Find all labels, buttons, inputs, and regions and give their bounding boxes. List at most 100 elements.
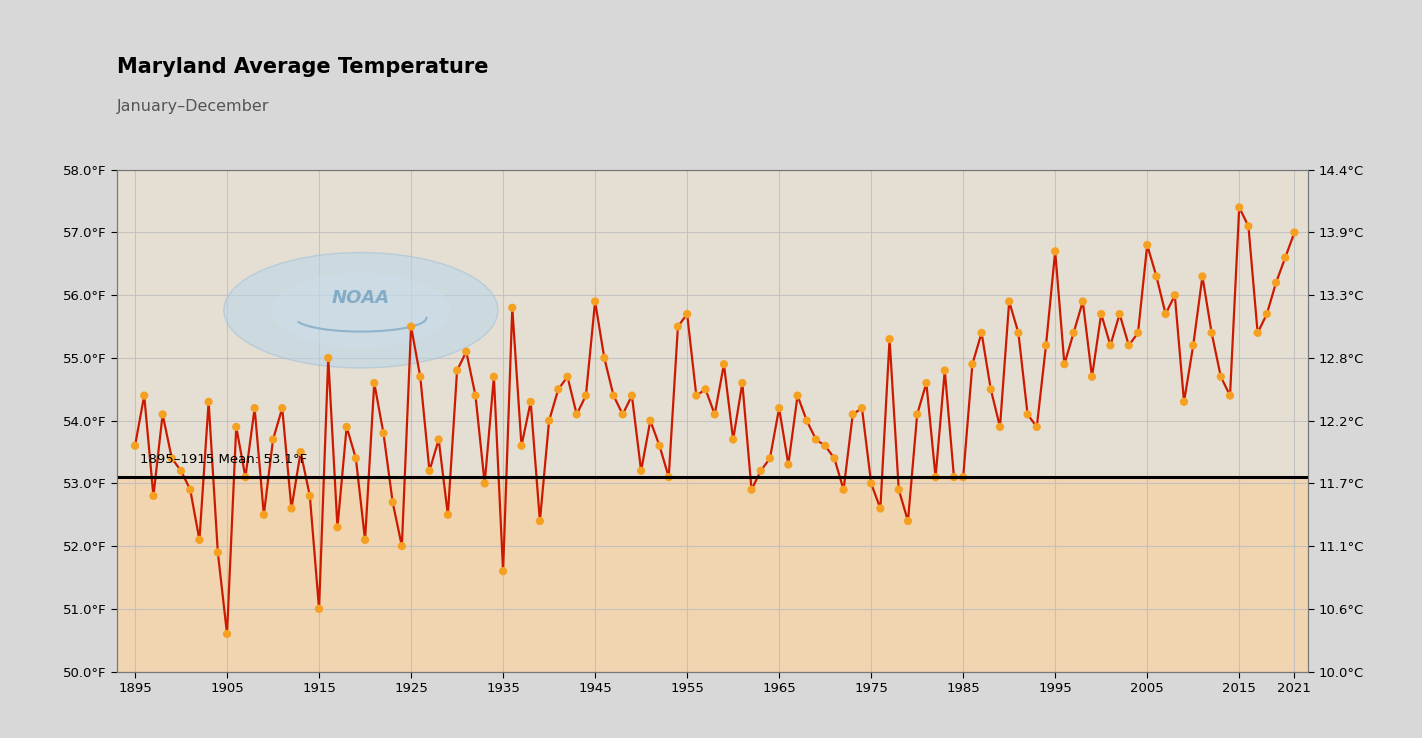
Point xyxy=(418,465,441,477)
Point xyxy=(566,408,589,420)
Point xyxy=(1044,245,1066,257)
Point xyxy=(1219,390,1241,401)
Point xyxy=(1089,308,1112,320)
Point xyxy=(611,408,634,420)
Point xyxy=(574,390,597,401)
Point xyxy=(657,471,680,483)
Point xyxy=(445,365,468,376)
Point xyxy=(850,402,873,414)
Point xyxy=(1071,295,1094,307)
Point xyxy=(161,452,183,464)
Point xyxy=(749,465,772,477)
Point xyxy=(1136,239,1159,251)
Point xyxy=(620,390,643,401)
Point xyxy=(482,370,505,382)
Point xyxy=(675,308,698,320)
Point xyxy=(943,471,966,483)
Point xyxy=(198,396,220,408)
Point xyxy=(970,327,993,339)
Point xyxy=(1054,358,1076,370)
Point xyxy=(381,496,404,508)
Point xyxy=(1163,289,1186,301)
Point xyxy=(731,377,754,389)
Point xyxy=(206,546,229,559)
Point xyxy=(998,295,1021,307)
Point xyxy=(556,370,579,382)
Point xyxy=(464,390,486,401)
Point xyxy=(1062,327,1085,339)
Point xyxy=(225,421,247,432)
Point xyxy=(410,370,432,382)
Point xyxy=(776,458,799,471)
Point xyxy=(1108,308,1130,320)
Point xyxy=(492,565,515,577)
Point xyxy=(427,433,449,445)
Point xyxy=(685,390,708,401)
Point xyxy=(289,446,311,458)
Point xyxy=(1025,421,1048,432)
Point xyxy=(538,415,560,427)
Point xyxy=(1264,277,1287,289)
Point xyxy=(602,390,624,401)
Point xyxy=(1145,271,1167,283)
Point xyxy=(363,377,385,389)
Point xyxy=(758,452,781,464)
Point xyxy=(1246,327,1268,339)
Point xyxy=(722,433,745,445)
Point xyxy=(832,484,855,496)
Point xyxy=(391,540,414,552)
Point xyxy=(1126,327,1149,339)
Point xyxy=(786,390,809,401)
Point xyxy=(501,302,523,314)
Point xyxy=(1017,408,1039,420)
Point xyxy=(1237,221,1260,232)
Point xyxy=(694,384,717,396)
Text: January–December: January–December xyxy=(117,100,269,114)
Point xyxy=(860,477,883,489)
Point xyxy=(813,440,836,452)
Point xyxy=(132,390,155,401)
Point xyxy=(741,484,764,496)
Point xyxy=(1192,271,1214,283)
Text: 1895–1915 Mean: 53.1°F: 1895–1915 Mean: 53.1°F xyxy=(139,453,307,466)
Point xyxy=(897,515,920,527)
Text: Maryland Average Temperature: Maryland Average Temperature xyxy=(117,58,488,77)
Point xyxy=(933,365,956,376)
Point xyxy=(253,509,276,521)
Point xyxy=(243,402,266,414)
Point xyxy=(768,402,791,414)
Point xyxy=(842,408,865,420)
Point xyxy=(1182,339,1204,351)
Point xyxy=(336,421,358,432)
Point xyxy=(270,402,293,414)
Bar xyxy=(117,170,1308,477)
Point xyxy=(1081,370,1103,382)
Point xyxy=(1155,308,1177,320)
Point xyxy=(638,415,661,427)
Point xyxy=(1118,339,1140,351)
Point xyxy=(455,345,478,357)
Point xyxy=(1227,201,1250,213)
Point xyxy=(924,471,947,483)
Point xyxy=(344,452,367,464)
Point xyxy=(1099,339,1122,351)
Point xyxy=(879,334,902,345)
Point xyxy=(906,408,929,420)
Point xyxy=(1256,308,1278,320)
Point xyxy=(704,408,727,420)
Point xyxy=(823,452,846,464)
Point xyxy=(951,471,974,483)
Point xyxy=(280,503,303,514)
Point xyxy=(583,295,606,307)
Point xyxy=(474,477,496,489)
Point xyxy=(142,490,165,502)
Point xyxy=(1283,227,1305,238)
Text: NOAA: NOAA xyxy=(331,289,390,307)
Point xyxy=(630,465,653,477)
Point xyxy=(307,603,330,615)
Point xyxy=(124,440,146,452)
Point xyxy=(593,352,616,364)
Point xyxy=(216,628,239,640)
Point xyxy=(519,396,542,408)
Point xyxy=(805,433,828,445)
